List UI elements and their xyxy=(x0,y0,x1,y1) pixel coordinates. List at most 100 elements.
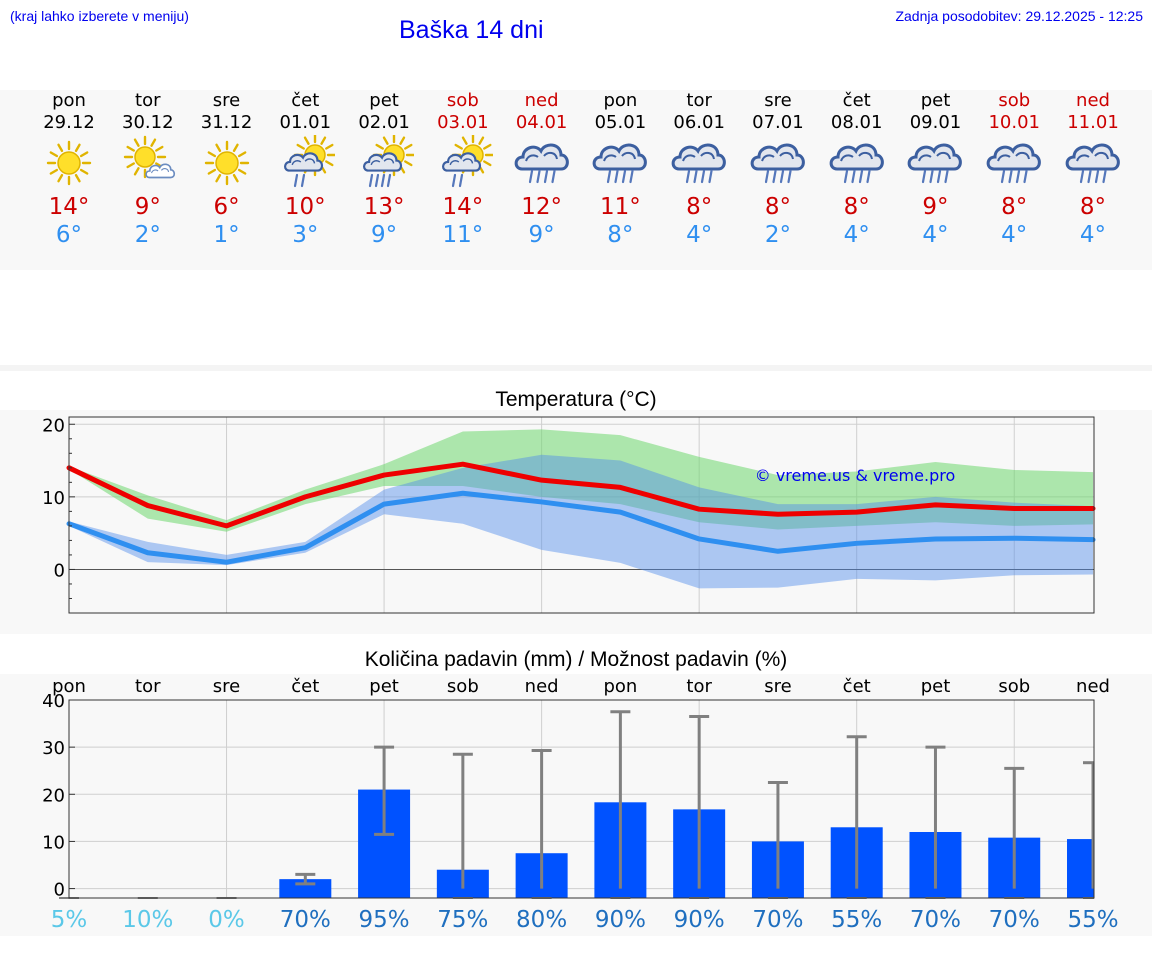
y-tick-label: 10 xyxy=(42,488,65,509)
page-title: Baška 14 dni xyxy=(399,16,544,44)
y-tick-label: 0 xyxy=(54,560,65,581)
day-axis-label: tor xyxy=(686,676,712,697)
temp-max: 10° xyxy=(284,194,326,220)
y-tick-label: 10 xyxy=(42,832,65,853)
temp-min: 9° xyxy=(528,222,555,248)
day-date: 04.01 xyxy=(515,112,568,133)
day-name: ned xyxy=(1076,90,1110,111)
rain-cloud-icon xyxy=(750,143,805,184)
precip-probability: 70% xyxy=(989,907,1040,933)
precipitation-chart: 40 30 20 10 0 pon tor sre čet pet sob ned pon tor sre č… xyxy=(42,676,1118,933)
max-range-band xyxy=(69,429,1094,532)
series-max-line xyxy=(66,461,1096,529)
day-name: pet xyxy=(920,90,951,111)
forecast-strip-background xyxy=(0,90,1152,270)
day-forecast: sob 03.01 14° 11° xyxy=(423,90,503,249)
precip-probability: 55% xyxy=(831,907,882,933)
temp-min: 1° xyxy=(213,222,240,248)
temp-max: 8° xyxy=(1001,194,1028,220)
plot-frame xyxy=(68,699,1095,899)
precip-bar xyxy=(1067,839,1094,898)
temperature-chart: 20 10 0 © vreme.us & vreme.pro xyxy=(42,415,1096,614)
y-tick-label: 30 xyxy=(42,738,65,759)
temp-min: 4° xyxy=(843,222,870,248)
day-name: sob xyxy=(998,90,1031,111)
day-forecast: tor 30.12 9° 2° xyxy=(108,90,188,249)
precip-probability: 80% xyxy=(516,907,567,933)
temp-min: 2° xyxy=(134,222,161,248)
precip-probability: 95% xyxy=(359,907,410,933)
day-axis-label: pet xyxy=(921,676,951,697)
precip-probability: 70% xyxy=(280,907,331,933)
rain-cloud-icon xyxy=(1065,143,1120,184)
temp-max: 8° xyxy=(1079,194,1107,220)
last-updated: Zadnja posodobitev: 29.12.2025 - 12:25 xyxy=(895,8,1143,24)
day-name: pon xyxy=(52,90,86,111)
divider xyxy=(0,365,1152,371)
rain-cloud-icon xyxy=(593,143,648,184)
day-name: sre xyxy=(212,90,241,111)
sun-icon xyxy=(204,140,249,186)
day-axis-label: pon xyxy=(52,676,86,697)
day-axis-label: sob xyxy=(447,676,479,697)
temp-min: 9° xyxy=(371,222,398,248)
rain-cloud-icon xyxy=(829,143,884,184)
day-axis-label: čet xyxy=(291,676,319,697)
temp-max: 9° xyxy=(922,194,949,220)
day-forecast: ned 04.01 12° 9° xyxy=(502,90,582,249)
day-date: 05.01 xyxy=(594,112,647,133)
day-name: sre xyxy=(764,90,792,111)
temp-max: 8° xyxy=(843,194,870,220)
temp-min: 3° xyxy=(292,222,319,248)
precip-probability: 75% xyxy=(437,907,488,933)
day-axis-label: sre xyxy=(213,676,240,697)
day-date: 08.01 xyxy=(830,112,883,133)
location-menu-hint[interactable]: (kraj lahko izberete v meniju) xyxy=(10,8,189,24)
temp-max: 9° xyxy=(134,194,161,220)
temp-max: 14° xyxy=(48,194,90,220)
min-range-band xyxy=(69,454,1094,589)
temp-min: 8° xyxy=(607,222,634,248)
precip-probability: 0% xyxy=(208,907,245,933)
precip-probability: 10% xyxy=(122,907,173,933)
temp-max: 13° xyxy=(363,194,405,220)
day-date: 01.01 xyxy=(279,112,332,133)
precip-probability: 55% xyxy=(1067,907,1118,933)
day-name: ned xyxy=(524,90,559,111)
day-date: 09.01 xyxy=(909,112,962,133)
temp-max: 11° xyxy=(599,194,641,220)
watermark: © vreme.us & vreme.pro xyxy=(755,466,956,485)
y-tick-label: 20 xyxy=(42,415,65,436)
rain-cloud-icon xyxy=(514,143,569,184)
day-axis-label: pon xyxy=(603,676,637,697)
sun-rain-icon xyxy=(363,135,415,188)
series-min-line xyxy=(66,490,1096,565)
day-date: 10.01 xyxy=(988,112,1040,133)
day-forecast: čet 01.01 10° 3° xyxy=(265,90,345,249)
day-forecast: tor 06.01 8° 4° xyxy=(659,90,739,249)
precip-bar xyxy=(279,879,332,898)
temp-min: 4° xyxy=(922,222,949,248)
temp-min: 6° xyxy=(55,222,83,248)
y-tick-label: 0 xyxy=(54,880,65,901)
temp-min: 4° xyxy=(1079,222,1107,248)
precip-probability: 70% xyxy=(910,907,961,933)
day-forecast: sob 10.01 8° 4° xyxy=(974,90,1054,249)
precip-probability: 5% xyxy=(51,907,88,933)
day-name: čet xyxy=(291,90,320,111)
day-name: pet xyxy=(369,90,399,111)
day-axis-label: tor xyxy=(135,676,161,697)
day-name: pon xyxy=(603,90,638,111)
day-axis-label: sre xyxy=(764,676,791,697)
y-tick-label: 20 xyxy=(42,785,65,806)
plot-frame xyxy=(68,416,1095,614)
day-date: 03.01 xyxy=(437,112,489,133)
y-tick-label: 40 xyxy=(42,691,65,712)
day-forecast: pon 05.01 11° 8° xyxy=(580,90,660,249)
day-name: tor xyxy=(135,90,161,111)
precip-probability: 90% xyxy=(595,907,646,933)
rain-cloud-icon xyxy=(986,143,1042,184)
day-name: tor xyxy=(686,90,712,111)
precip-probability: 90% xyxy=(674,907,725,933)
sun-icon xyxy=(46,140,92,186)
